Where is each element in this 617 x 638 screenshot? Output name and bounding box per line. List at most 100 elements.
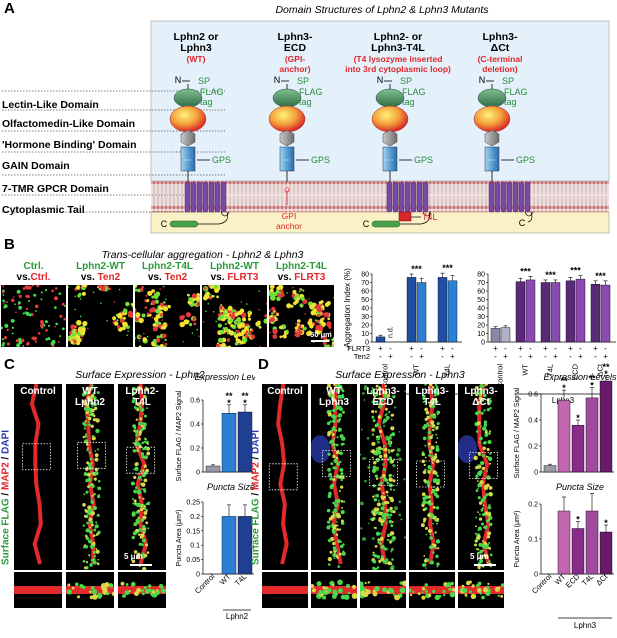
bar (550, 282, 561, 343)
bar (525, 279, 536, 343)
image-label-line1: Lphn2- (125, 386, 159, 397)
image-label-top: Lphn2-WT (76, 261, 125, 272)
olfactomedin-domain-shape (169, 105, 207, 133)
chart-title: Puncta Size (556, 482, 604, 492)
flag-label: FLAG (200, 87, 224, 97)
image-label-line2: Lphn3 (319, 397, 349, 408)
image-label-bottom: vs.Ctrl. (1, 272, 66, 283)
gps-label: GPS (311, 155, 330, 165)
significance-mark: * (604, 518, 608, 528)
olfactomedin-domain-shape (371, 105, 409, 133)
aggregation-image: Ctrl. vs.Ctrl. (0, 261, 67, 348)
construct-name: ΔCt (491, 42, 510, 54)
microscopy-field (262, 284, 340, 352)
neuron-micrograph (126, 383, 156, 572)
ten2-sign: + (578, 352, 583, 361)
significance-mark: *** (411, 264, 422, 274)
c-tail-linker (189, 211, 228, 225)
scale-bar (130, 564, 152, 566)
ten2-sign: + (553, 352, 558, 361)
channel-legend: Surface FLAG / MAP2 / DAPI (251, 406, 262, 590)
bar (571, 425, 585, 473)
ten2-sign: + (388, 352, 393, 361)
image-label-bottom: vs. FLRT3 (202, 272, 267, 283)
image-label-bottom: vs. Ten2 (68, 272, 133, 283)
flrt3-sign: + (543, 344, 548, 353)
hormone-binding-domain-shape (382, 129, 398, 147)
scale-bar (474, 564, 496, 566)
y-tick-label: 40 (477, 306, 485, 313)
y-tick-label: 0 (365, 340, 369, 347)
bar (490, 328, 501, 343)
construct-description: (T4 lysozyme inserted (354, 54, 443, 64)
construct-description: deletion) (482, 64, 518, 74)
not-determined-label: n.d. (388, 326, 395, 338)
category-label: WT (412, 364, 421, 376)
significance-mark: * (562, 383, 566, 393)
chart-D-expr: Expression Levels 0 0.2 0.4 0.6 Surface FLAG … (514, 362, 617, 478)
flrt3-sign: - (451, 344, 454, 353)
significance-mark: ** (560, 376, 568, 386)
category-label: T4L (546, 364, 555, 377)
image-label-line1: Control (267, 386, 303, 397)
cytoplasmic-tail-shape (169, 220, 199, 228)
y-tick-label: 50 (361, 297, 369, 304)
image-label-line1: Lphn3- (366, 386, 400, 397)
bar (565, 280, 576, 343)
category-label: ΔCt (596, 363, 605, 376)
y-axis-label: Surface FLAG / MAP2 Signal (514, 387, 521, 478)
neuron-micrograph (22, 383, 51, 565)
chart-title: Expression Levels (194, 372, 255, 382)
tm-helix (500, 181, 507, 213)
tm-helix (404, 181, 411, 213)
significance-mark: *** (595, 271, 606, 281)
y-axis-label: Puncta Area (μm²) (176, 510, 183, 567)
bar (221, 413, 237, 473)
significance-mark: * (590, 381, 594, 391)
y-tick-label: 0.1 (190, 543, 200, 550)
hormone-binding-domain-shape (484, 129, 500, 147)
category-label: T4L (580, 572, 596, 588)
lectin-domain-shape (375, 88, 405, 108)
channel-side_sep1: / (250, 490, 262, 499)
bar (599, 531, 613, 575)
cytoplasmic-tail-shape (371, 220, 401, 228)
aggregation-charts: Aggregation Index (%) 01020304050607080**… (343, 263, 616, 405)
bar (575, 278, 586, 343)
channel-side_green: Surface FLAG (250, 498, 262, 566)
inset-zoom (311, 572, 357, 608)
tm-loop (220, 211, 230, 217)
microscopy-field (0, 283, 67, 348)
flag-label: FLAG (504, 87, 528, 97)
tm-helix (220, 181, 227, 213)
y-tick-label: 70 (477, 280, 485, 287)
lphn3-charts: Expression Levels 0 0.2 0.4 0.6 Surface FLAG … (514, 362, 617, 630)
chart-title: Expression Levels (543, 372, 617, 382)
olfactomedin-domain-shape (268, 105, 306, 133)
y-tick-label: 50 (477, 297, 485, 304)
target-label: Ten2 (164, 272, 188, 283)
flrt3-sign: - (504, 344, 507, 353)
ten2-sign: - (410, 352, 413, 361)
significance-mark: ** (241, 391, 249, 401)
microscopy-field (127, 277, 206, 356)
y-tick-label: 0.1 (528, 537, 538, 544)
significance-mark: *** (545, 270, 556, 280)
y-tick-label: 0.6 (528, 392, 538, 399)
aggregation-image: Lphn2-WT vs. FLRT3 (202, 261, 271, 354)
construct-description: (WT) (187, 54, 206, 64)
channel-side_red: MAP2 (250, 462, 262, 491)
panel-c-title: Surface Expression - Lphn2 (75, 369, 205, 381)
vs-label: vs. (147, 272, 165, 283)
image-label-line1: WT (326, 386, 342, 397)
chart-title: Puncta Size (207, 482, 255, 492)
flrt3-sign: - (529, 344, 532, 353)
image-label-line2: T4L (133, 397, 151, 408)
neuron-image: Lphn3- ΔCt (457, 382, 504, 608)
image-label: Control (262, 386, 308, 397)
dendrite (330, 383, 343, 565)
neuron-micrograph (457, 382, 498, 570)
flrt3-sign: - (604, 344, 607, 353)
y-tick-label: 60 (361, 289, 369, 296)
aggregation-image: Lphn2-T4L vs. Ten2 (127, 261, 206, 356)
